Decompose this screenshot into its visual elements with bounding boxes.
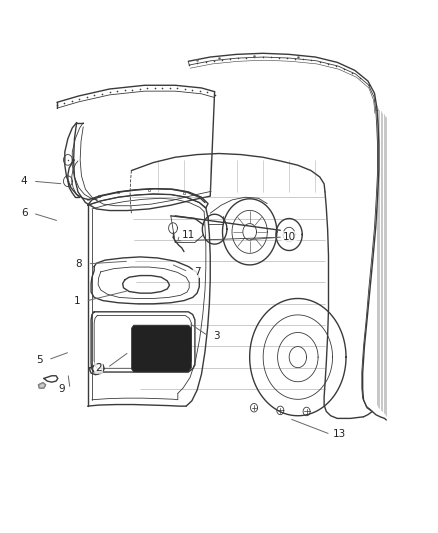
- Text: 9: 9: [58, 384, 65, 394]
- Polygon shape: [131, 325, 191, 372]
- Text: 5: 5: [36, 355, 43, 365]
- Text: 13: 13: [333, 430, 346, 439]
- Text: 1: 1: [73, 296, 80, 306]
- Text: 7: 7: [194, 267, 201, 277]
- Text: 8: 8: [75, 259, 82, 269]
- Text: 3: 3: [213, 331, 220, 341]
- Polygon shape: [39, 383, 46, 388]
- Text: 6: 6: [21, 208, 28, 218]
- Text: 4: 4: [21, 176, 28, 186]
- Text: 2: 2: [95, 363, 102, 373]
- Text: 10: 10: [283, 232, 296, 242]
- Text: 11: 11: [182, 230, 195, 239]
